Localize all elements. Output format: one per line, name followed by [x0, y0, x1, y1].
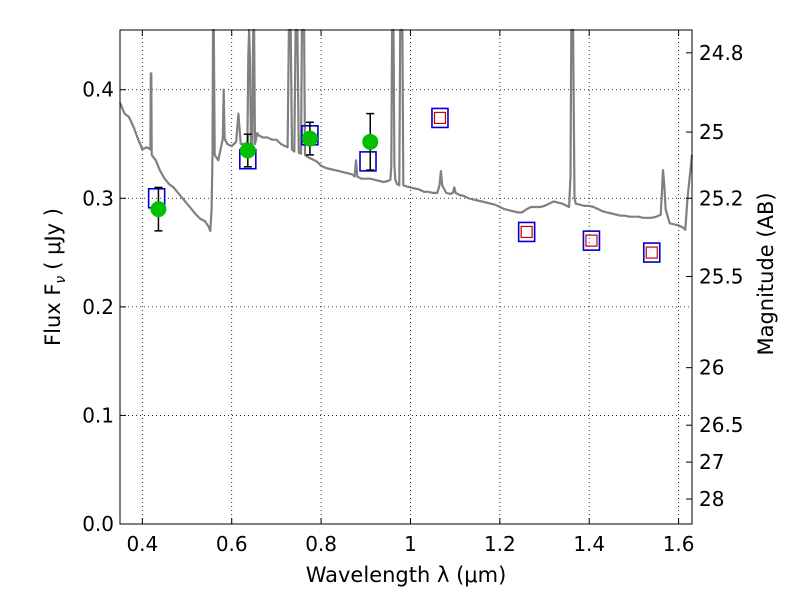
magnitude-tick-label: 28	[699, 487, 724, 511]
x-tick-label: 0.4	[126, 532, 158, 556]
y-tick-label: 0.0	[82, 512, 114, 536]
magnitude-tick-label: 24.8	[699, 41, 744, 65]
limit-square-marker	[585, 234, 598, 247]
model-photometry-box	[359, 151, 377, 172]
y-axis-title-main: Flux F	[41, 284, 65, 346]
x-tick-label: 1.2	[484, 532, 516, 556]
limit-square-marker	[520, 225, 533, 239]
observed-flux-point	[362, 133, 379, 150]
magnitude-tick-label: 25	[699, 120, 724, 144]
plot-area	[118, 28, 694, 263]
y-tick-label: 0.4	[82, 78, 114, 102]
grid-layer	[120, 30, 692, 525]
x-tick-label: 0.8	[305, 532, 337, 556]
x-tick-label: 1	[404, 532, 417, 556]
model-photometry-box	[431, 107, 449, 129]
magnitude-tick-label: 26.5	[699, 413, 744, 437]
model-photometry-box	[582, 230, 601, 251]
model-photometry-box	[642, 242, 661, 263]
magnitude-tick-label: 25.5	[699, 264, 744, 288]
ticks-layer: 0.4 0.6 0.8 1 1.2 1.4 1.6 0.0 0.1 0.2 0.3 0.4 24.8 25…	[82, 30, 744, 556]
x-axis-title: Wavelength λ (μm)	[306, 563, 507, 587]
limit-square-marker	[433, 111, 447, 125]
model-spectrum-line	[118, 28, 694, 232]
y-tick-label: 0.2	[82, 295, 114, 319]
model-photometry-box	[517, 221, 536, 243]
y-tick-label: 0.3	[82, 186, 114, 210]
observed-flux-point	[239, 142, 256, 159]
x-tick-label: 0.6	[216, 532, 248, 556]
y-axis-title: Flux Fν ( μJy )	[41, 208, 69, 346]
limit-square-marker	[645, 246, 658, 259]
plot-frame	[119, 29, 693, 525]
observed-flux-point	[150, 201, 167, 218]
magnitude-tick-label: 27	[699, 450, 724, 474]
x-tick-label: 1.4	[573, 532, 605, 556]
y-axis-title-unit: ( μJy )	[41, 208, 65, 270]
right-axis-title: Magnitude (AB)	[754, 192, 778, 355]
y-tick-label: 0.1	[82, 403, 114, 427]
magnitude-tick-label: 25.2	[699, 186, 744, 210]
y-axis-title-subscript: ν	[53, 276, 69, 284]
x-tick-label: 1.6	[663, 532, 695, 556]
observed-flux-point	[301, 130, 318, 147]
magnitude-tick-label: 26	[699, 356, 724, 380]
